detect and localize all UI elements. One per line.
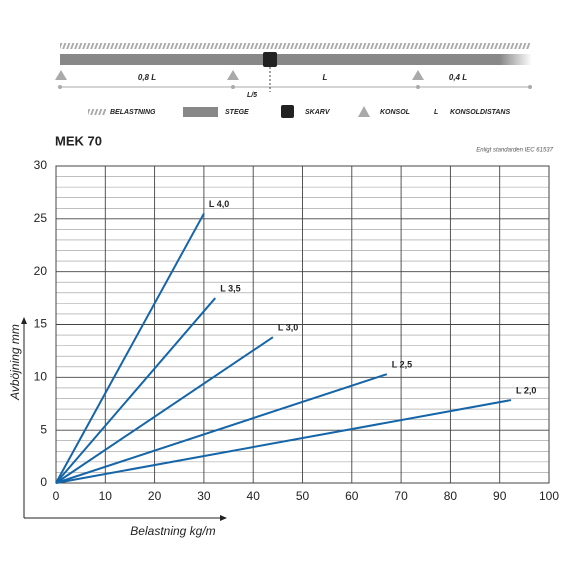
ladder-bar bbox=[60, 54, 500, 65]
span-label: L bbox=[323, 73, 328, 82]
x-tick-label: 40 bbox=[247, 489, 261, 503]
legend-ladder bbox=[183, 107, 218, 117]
chart-subtitle: Enligt standarden IEC 61537 bbox=[476, 148, 553, 154]
span-label: 0,8 L bbox=[138, 73, 156, 82]
supports bbox=[55, 70, 424, 80]
series-label: L 4,0 bbox=[209, 199, 229, 209]
y-axis-label: Avböjning mm bbox=[8, 324, 22, 401]
y-tick-label: 0 bbox=[40, 475, 47, 489]
x-axis-label: Belastning kg/m bbox=[130, 524, 215, 538]
x-tick-label: 10 bbox=[99, 489, 113, 503]
span-label: 0,4 L bbox=[449, 73, 467, 82]
legend-splice bbox=[281, 105, 294, 118]
series-label: L 2,0 bbox=[516, 385, 536, 395]
chart-title: MEK 70 bbox=[55, 133, 102, 148]
series-label: L 2,5 bbox=[392, 360, 412, 370]
x-tick-label: 90 bbox=[493, 489, 507, 503]
y-tick-label: 5 bbox=[40, 422, 47, 436]
y-tick-label: 20 bbox=[34, 264, 48, 278]
x-tick-label: 80 bbox=[444, 489, 458, 503]
splice bbox=[263, 52, 277, 67]
series-label: L 3,5 bbox=[220, 283, 240, 293]
series-line bbox=[55, 297, 216, 484]
span-diagram: 0,8 L L 0,4 L L/5 bbox=[55, 43, 532, 99]
x-tick-label: 70 bbox=[394, 489, 408, 503]
legend-label: KONSOL bbox=[380, 109, 410, 116]
plot-frame bbox=[55, 165, 550, 484]
x-tick-label: 50 bbox=[296, 489, 310, 503]
legend-hatch bbox=[88, 109, 106, 115]
series-line bbox=[55, 373, 388, 484]
diagram-legend: BELASTNING STEGE SKARV KONSOL L KONSOLDI… bbox=[88, 105, 510, 118]
y-tick-label: 10 bbox=[34, 370, 48, 384]
legend-label: STEGE bbox=[225, 109, 249, 116]
legend-support bbox=[358, 106, 370, 117]
legend-label: BELASTNING bbox=[110, 109, 156, 116]
x-tick-label: 100 bbox=[539, 489, 559, 503]
series-line bbox=[55, 336, 274, 484]
x-tick-label: 0 bbox=[53, 489, 60, 503]
x-tick-label: 20 bbox=[148, 489, 162, 503]
y-tick-label: 15 bbox=[34, 317, 48, 331]
legend-label: KONSOLDISTANS bbox=[450, 109, 510, 116]
legend-label: SKARV bbox=[305, 109, 331, 116]
y-tick-label: 30 bbox=[34, 158, 48, 172]
y-tick-label: 25 bbox=[34, 211, 48, 225]
x-tick-label: 60 bbox=[345, 489, 359, 503]
series-line bbox=[55, 399, 512, 484]
offset-label: L/5 bbox=[247, 92, 257, 99]
legend-label: L bbox=[434, 109, 438, 116]
series-label: L 3,0 bbox=[278, 323, 298, 333]
x-tick-label: 30 bbox=[197, 489, 211, 503]
ladder-fade bbox=[500, 54, 532, 65]
series-line bbox=[55, 213, 205, 484]
load-hatch bbox=[60, 43, 530, 49]
